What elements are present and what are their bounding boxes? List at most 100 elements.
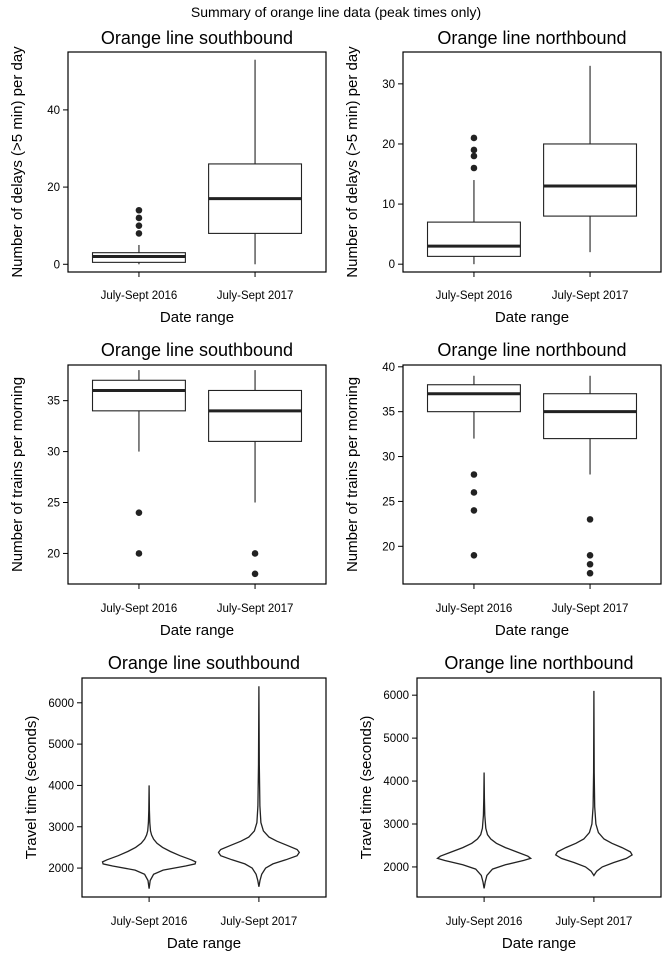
y-tick-label: 30 (382, 79, 395, 91)
figure-title: Summary of orange line data (peak times … (191, 4, 481, 20)
y-axis-label: Number of trains per morning (344, 377, 361, 572)
y-tick-label: 0 (54, 259, 60, 271)
x-tick-label: July-Sept 2016 (436, 290, 513, 302)
y-tick-label: 30 (47, 447, 60, 459)
y-tick-label: 4000 (48, 780, 74, 792)
chart-panel-4: Orange line northbound 20 25 30 35 40 July-Sep… (344, 340, 662, 639)
y-tick-label: 35 (47, 396, 60, 408)
box-2 (543, 375, 638, 577)
outlier-point (470, 164, 478, 172)
box-1 (426, 375, 521, 559)
outlier-point (470, 507, 478, 514)
box-iqr (91, 379, 186, 412)
x-tick-label: July-Sept 2016 (446, 916, 523, 928)
x-tick-label: July-Sept 2017 (217, 290, 294, 302)
outlier-point (135, 206, 143, 214)
chart-panel-6: Orange line northbound 2000 3000 4000 5000 60… (358, 653, 662, 952)
plot-frame (402, 51, 662, 273)
outlier-point (135, 222, 143, 229)
plot-frame (67, 364, 327, 585)
violin-1 (436, 772, 533, 889)
panel-title: Orange line southbound (101, 28, 293, 48)
box-iqr (426, 384, 521, 413)
y-tick-label: 2000 (48, 863, 74, 875)
x-axis-label: Date range (502, 935, 576, 952)
y-tick-label: 25 (47, 498, 60, 510)
x-tick-label: July-Sept 2017 (556, 916, 633, 928)
x-axis-label: Date range (160, 622, 234, 639)
y-tick-label: 5000 (48, 739, 74, 751)
y-tick-label: 6000 (48, 698, 74, 710)
y-axis-label: Number of delays (>5 min) per day (9, 46, 26, 278)
panel-title: Orange line southbound (101, 340, 293, 360)
y-axis-label: Travel time (seconds) (23, 716, 40, 860)
x-tick-label: July-Sept 2016 (111, 916, 188, 928)
box-iqr (543, 393, 638, 440)
x-tick-label: July-Sept 2017 (217, 603, 294, 615)
outlier-point (586, 560, 594, 568)
outlier-point (586, 516, 594, 523)
violin-1 (101, 785, 197, 889)
y-tick-label: 40 (47, 105, 60, 117)
x-tick-label: July-Sept 2017 (221, 916, 298, 928)
y-tick-label: 2000 (383, 862, 409, 874)
box-2 (543, 65, 638, 253)
y-tick-label: 4000 (383, 776, 409, 788)
box-2 (208, 370, 303, 578)
chart-panel-1: Orange line southbound 0 20 40 July-Sept 201… (9, 28, 327, 326)
violin-2 (217, 686, 301, 887)
y-tick-label: 25 (382, 496, 395, 508)
outlier-point (135, 509, 143, 516)
y-tick-label: 6000 (383, 690, 409, 702)
outlier-point (135, 230, 143, 237)
panel-title: Orange line northbound (437, 28, 626, 48)
outlier-point (251, 550, 259, 557)
outlier-point (586, 569, 594, 577)
chart-panel-3: Orange line southbound 20 25 30 35 July-Sept … (9, 340, 327, 639)
x-axis-label: Date range (167, 935, 241, 952)
y-tick-label: 20 (47, 548, 60, 560)
x-tick-label: July-Sept 2016 (436, 603, 513, 615)
violin-2 (554, 690, 633, 877)
chart-panel-2: Orange line northbound 0 10 20 30 July-Sept 2… (344, 28, 662, 326)
outlier-point (586, 551, 594, 559)
panel-title: Orange line northbound (437, 340, 626, 360)
y-tick-label: 20 (47, 182, 60, 194)
plot-frame (81, 677, 327, 898)
panel-title: Orange line southbound (108, 653, 300, 673)
y-tick-label: 10 (382, 199, 395, 211)
plot-frame (67, 51, 327, 273)
y-tick-label: 20 (382, 541, 395, 553)
box-1 (426, 134, 521, 265)
outlier-point (470, 471, 478, 478)
outlier-point (470, 134, 478, 142)
y-tick-label: 0 (389, 259, 395, 271)
x-tick-label: July-Sept 2016 (101, 603, 178, 615)
y-axis-label: Number of trains per morning (9, 377, 26, 572)
plot-frame (416, 677, 662, 898)
box-1 (91, 206, 186, 265)
outlier-point (470, 489, 478, 496)
y-tick-label: 30 (382, 452, 395, 464)
outlier-point (470, 551, 478, 559)
outlier-point (470, 152, 478, 160)
y-tick-label: 3000 (48, 822, 74, 834)
outlier-point (135, 214, 143, 222)
box-iqr (208, 389, 303, 442)
plot-frame (402, 364, 662, 585)
box-iqr (543, 143, 638, 217)
y-tick-label: 20 (382, 139, 395, 151)
y-axis-label: Number of delays (>5 min) per day (344, 46, 361, 278)
y-tick-label: 3000 (383, 819, 409, 831)
outlier-point (135, 550, 143, 557)
x-axis-label: Date range (495, 309, 569, 326)
y-axis-label: Travel time (seconds) (358, 716, 375, 860)
chart-panel-5: Orange line southbound 2000 3000 4000 5000 60… (23, 653, 327, 952)
x-axis-label: Date range (495, 622, 569, 639)
x-tick-label: July-Sept 2017 (552, 290, 629, 302)
panel-title: Orange line northbound (444, 653, 633, 673)
y-tick-label: 40 (382, 362, 395, 374)
y-tick-label: 5000 (383, 733, 409, 745)
box-2 (208, 59, 303, 265)
